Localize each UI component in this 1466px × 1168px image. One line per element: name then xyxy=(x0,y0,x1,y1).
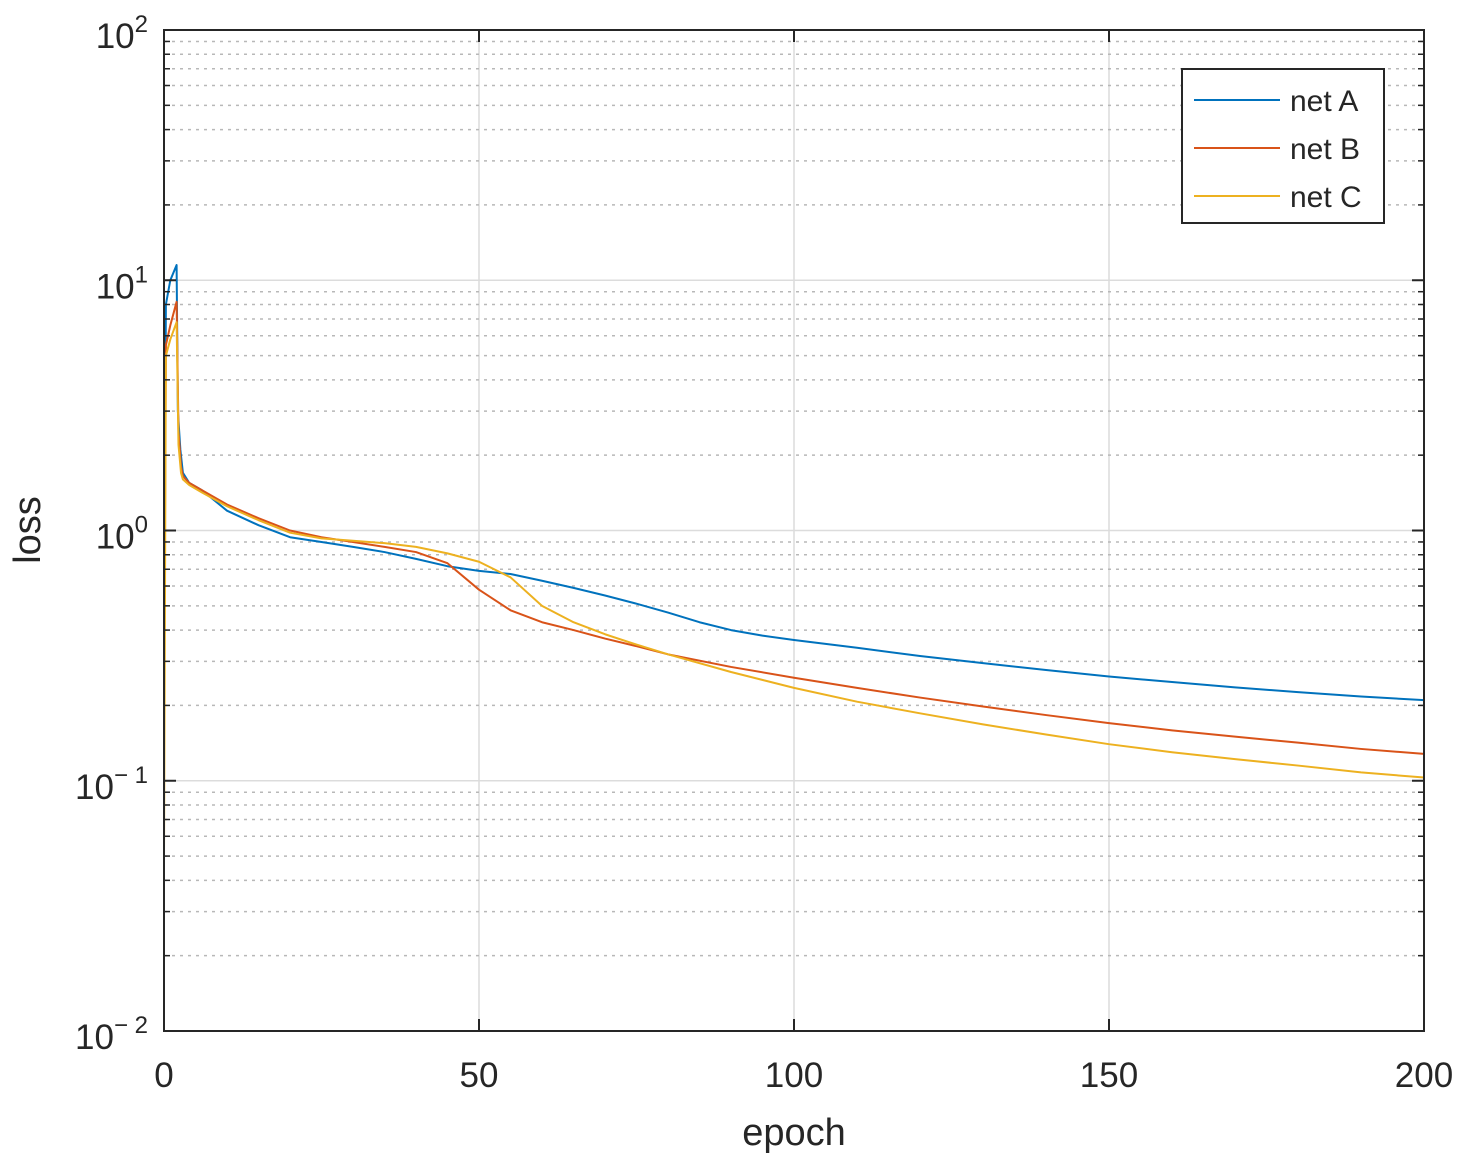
x-axis-label: epoch xyxy=(742,1112,846,1154)
y-axis-label: loss xyxy=(7,496,49,564)
legend-label-1: net B xyxy=(1290,133,1360,166)
x-tick-label: 150 xyxy=(1080,1056,1138,1095)
x-tick-label: 0 xyxy=(154,1056,173,1095)
x-tick-labels: 0 50 100 150 200 xyxy=(154,1056,1453,1095)
legend-label-2: net C xyxy=(1290,181,1362,214)
y-tick-labels: 10− 2 10− 1 100 101 102 xyxy=(75,11,148,1057)
series-lines xyxy=(163,264,1425,857)
series-line-2 xyxy=(163,321,1425,857)
legend-box xyxy=(1181,68,1385,224)
legend: net A net B net C xyxy=(1181,68,1385,224)
y-tick-label: 10− 1 xyxy=(75,762,148,807)
x-tick-label: 200 xyxy=(1395,1056,1453,1095)
x-tick-label: 100 xyxy=(765,1056,823,1095)
y-tick-label: 102 xyxy=(96,11,148,56)
series-line-0 xyxy=(163,264,1425,702)
y-tick-label: 10− 2 xyxy=(75,1012,148,1057)
y-tick-label: 100 xyxy=(96,512,148,557)
x-tick-label: 50 xyxy=(460,1056,499,1095)
axis-ticks xyxy=(163,29,1425,1032)
series-line-1 xyxy=(163,300,1425,755)
legend-label-0: net A xyxy=(1290,85,1358,118)
y-tick-label: 101 xyxy=(96,261,148,306)
